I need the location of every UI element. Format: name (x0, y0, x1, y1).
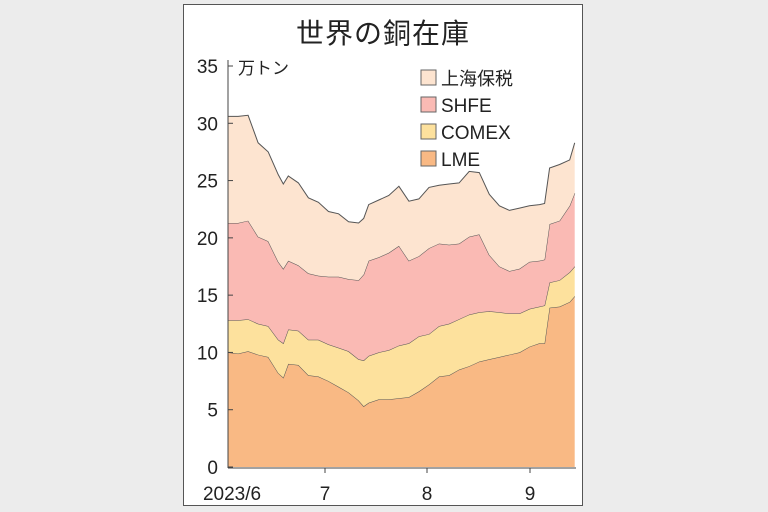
y-tick-label: 20 (197, 229, 218, 250)
x-tick-label: 7 (320, 484, 331, 505)
area-LME (228, 296, 575, 467)
legend-swatch (420, 123, 437, 140)
y-tick-label: 30 (197, 114, 218, 135)
legend-label: COMEX (441, 123, 511, 144)
x-tick-label: 8 (422, 484, 433, 505)
y-tick-label: 25 (197, 172, 218, 193)
legend-label: LME (441, 150, 480, 171)
x-axis-ticks: 2023/6 7 8 9 (203, 468, 535, 505)
area-SHFE (228, 193, 575, 361)
area-上海保税 (228, 115, 575, 281)
area-COMEX (228, 266, 575, 407)
chart-title: 世界の銅在庫 (295, 17, 470, 50)
legend: 上海保税 SHFE COMEX LME (420, 69, 513, 171)
y-tick-label: 5 (207, 401, 218, 422)
y-tick-label: 0 (207, 458, 218, 479)
x-tick-label: 9 (525, 484, 536, 505)
x-tick-label: 2023/6 (203, 484, 261, 505)
y-tick-label: 35 (197, 57, 218, 78)
legend-swatch (420, 150, 437, 167)
area-layers (227, 114, 576, 467)
unit-label: 万トン (238, 59, 289, 79)
legend-label: SHFE (441, 96, 492, 117)
y-tick-label: 15 (197, 286, 218, 307)
legend-label: 上海保税 (441, 69, 513, 90)
legend-swatch (420, 69, 437, 86)
area-outline (228, 114, 576, 224)
y-tick-label: 10 (197, 343, 218, 364)
legend-swatch (420, 96, 437, 113)
y-axis-ticks: 0 5 10 15 20 25 30 35 (197, 57, 233, 479)
